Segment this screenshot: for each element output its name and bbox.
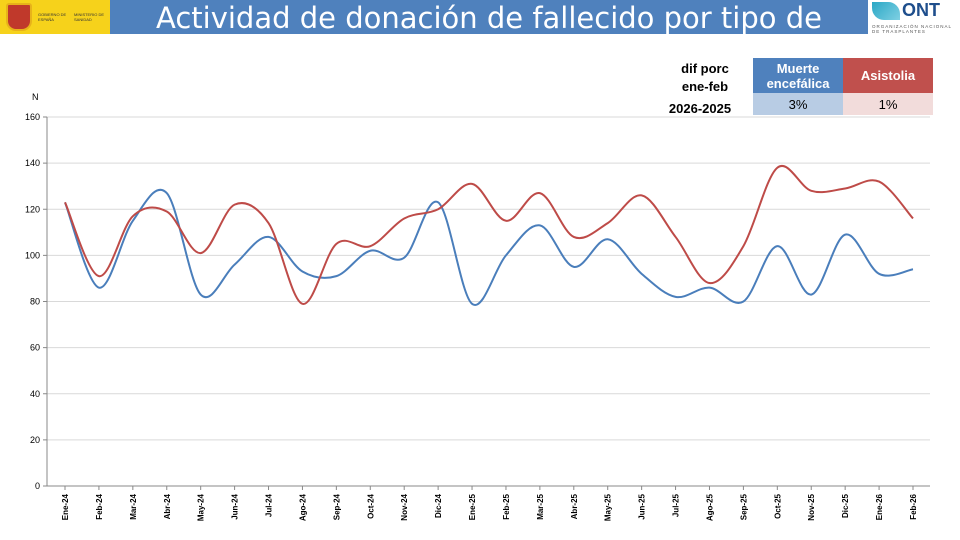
x-tick-label: Ene-24 [61, 493, 70, 520]
gobierno-logo: GOBIERNO DE ESPAÑA MINISTERIO DE SANIDAD [0, 0, 110, 34]
summary-period: 2026-2025 [668, 101, 732, 116]
y-tick-label: 20 [30, 435, 40, 445]
x-tick-label: May-24 [197, 493, 206, 521]
x-tick-label: Nov-24 [400, 493, 409, 520]
y-tick-label: 160 [25, 112, 40, 122]
coat-of-arms-icon [6, 3, 32, 31]
value-muerte-encefalica: 3% [753, 93, 843, 115]
x-tick-label: Feb-24 [95, 493, 104, 519]
x-tick-label: Feb-26 [909, 493, 918, 519]
x-tick-label: Nov-25 [807, 493, 816, 520]
x-tick-label: Mar-24 [129, 493, 138, 519]
series-line-muerte-encefalica [64, 189, 914, 306]
y-tick-label: 80 [30, 297, 40, 307]
x-tick-label: Jul-24 [265, 493, 274, 517]
x-tick-label: Jun-24 [231, 493, 240, 519]
summary-label-2: ene-feb [681, 79, 729, 94]
value-asistolia: 1% [843, 93, 933, 115]
x-tick-label: Sep-24 [332, 493, 341, 520]
x-tick-label: Dic-24 [434, 493, 443, 518]
x-tick-label: Mar-25 [536, 493, 545, 519]
page-title: Actividad de donación de fallecido por t… [110, 0, 868, 71]
ont-bird-icon [872, 2, 900, 20]
x-tick-label: Jun-25 [638, 493, 647, 519]
x-tick-label: Sep-25 [739, 493, 748, 520]
x-tick-label: Abr-24 [163, 493, 172, 519]
x-tick-label: Ene-26 [875, 493, 884, 520]
ministry-text: MINISTERIO DE SANIDAD [74, 12, 105, 22]
series-line-asistolia [64, 164, 914, 305]
x-tick-label: Feb-25 [502, 493, 511, 519]
x-tick-label: Abr-25 [570, 493, 579, 519]
ont-logo: ONT ORGANIZACIÓN NACIONAL DE TRASPLANTES [872, 0, 958, 34]
gov-text: GOBIERNO DE ESPAÑA [38, 12, 67, 22]
y-tick-label: 0 [35, 481, 40, 491]
y-axis-label: N [32, 92, 39, 102]
y-tick-label: 60 [30, 343, 40, 353]
x-tick-label: Jul-25 [672, 493, 681, 517]
x-tick-label: Ene-25 [468, 493, 477, 520]
x-tick-label: May-25 [604, 493, 613, 521]
ont-subtitle: ORGANIZACIÓN NACIONAL DE TRASPLANTES [872, 24, 952, 34]
col-asistolia: Asistolia [843, 58, 933, 93]
col-muerte-encefalica: Muerte encefálica [753, 58, 843, 93]
x-tick-label: Oct-24 [366, 493, 375, 518]
y-tick-label: 100 [25, 250, 40, 260]
x-tick-label: Dic-25 [841, 493, 850, 518]
y-tick-label: 40 [30, 389, 40, 399]
x-tick-label: Oct-25 [773, 493, 782, 518]
y-tick-label: 120 [25, 204, 40, 214]
x-tick-label: Ago-25 [705, 493, 714, 521]
ont-name: ONT [902, 0, 940, 20]
summary-label-1: dif porc [681, 61, 729, 76]
y-tick-label: 140 [25, 158, 40, 168]
x-tick-label: Ago-24 [298, 493, 307, 521]
